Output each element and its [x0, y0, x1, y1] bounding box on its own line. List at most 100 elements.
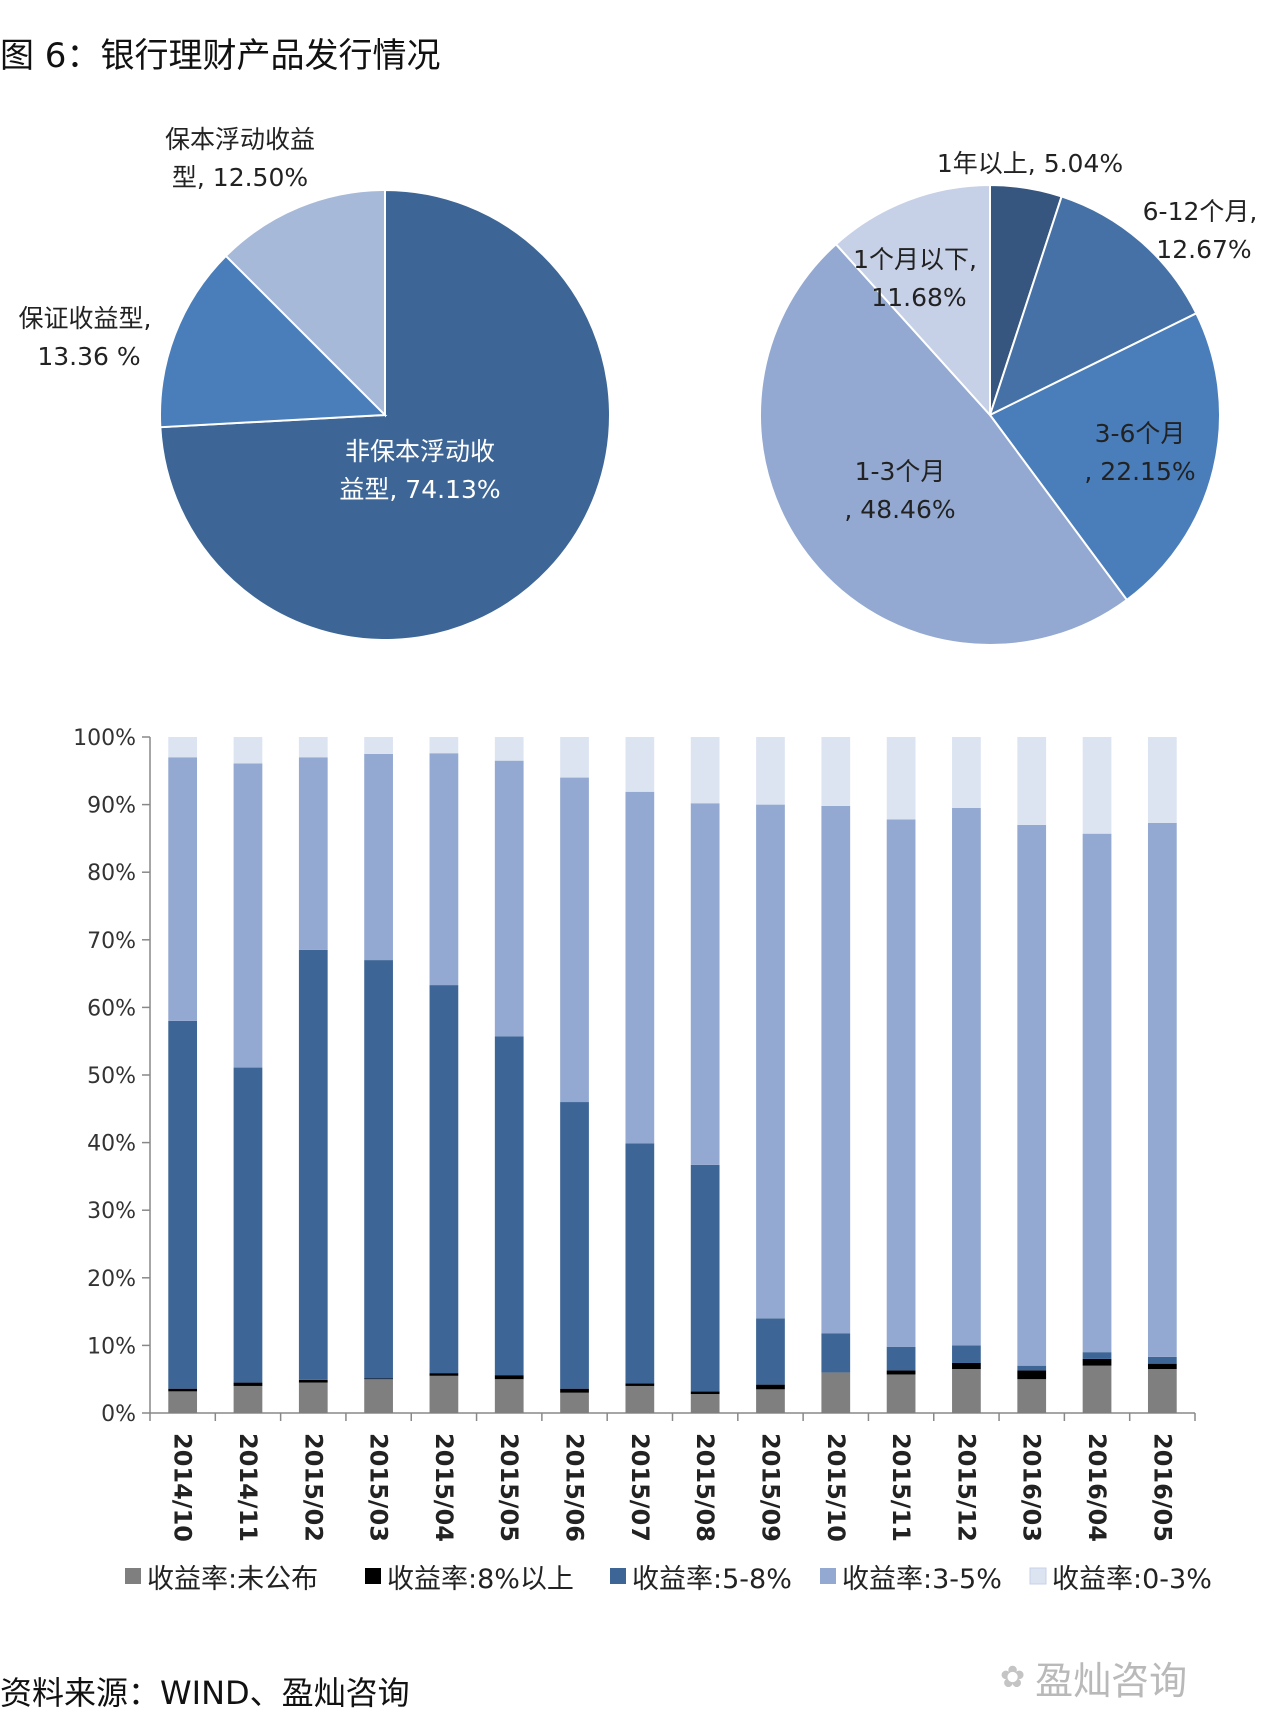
bar-segment	[1147, 822, 1177, 1357]
bar-segment	[886, 819, 916, 1347]
bar-segment	[298, 1379, 328, 1383]
pie-slice-label: 1-3个月, 48.46%	[844, 457, 955, 524]
bar-segment	[756, 1384, 785, 1390]
bar-segment	[429, 985, 459, 1374]
bar-segment	[168, 1391, 198, 1413]
bar-segment	[952, 807, 981, 1346]
pie-slice	[988, 195, 1198, 417]
bar-segment	[821, 805, 851, 1334]
bar-segment	[494, 1036, 524, 1376]
pie-slice	[759, 242, 1129, 646]
legend-label: 收益率:3-5%	[842, 1564, 1002, 1595]
bar-segment	[429, 737, 459, 754]
bar-segment	[364, 1379, 393, 1413]
bar-segment	[690, 1391, 720, 1395]
x-tick-label: 2014/11	[234, 1433, 262, 1542]
watermark: ✿ 盈灿咨询	[1000, 1650, 1187, 1705]
bar-segment	[429, 753, 459, 986]
bar-segment	[494, 1379, 524, 1413]
bar-segment	[756, 1318, 785, 1385]
bar-segment	[625, 1143, 655, 1384]
bar-segment	[821, 1372, 851, 1413]
bar-segment	[690, 1394, 720, 1413]
source-note: 资料来源：WIND、盈灿咨询	[0, 1674, 410, 1712]
x-tick-label: 2015/07	[626, 1433, 654, 1542]
bar-segment	[756, 737, 785, 805]
x-tick-label: 2015/05	[495, 1433, 523, 1542]
bar-segment	[1017, 1379, 1047, 1413]
y-tick-label: 100%	[73, 726, 136, 751]
bar-segment	[1082, 1358, 1112, 1366]
bar-segment	[233, 737, 263, 764]
pie-slice	[834, 183, 991, 418]
legend-swatch	[365, 1568, 381, 1584]
bar-segment	[494, 737, 524, 761]
x-tick-label: 2015/10	[822, 1433, 850, 1542]
bar-segment	[494, 1375, 524, 1380]
legend-swatch	[1029, 1567, 1047, 1585]
bar-segment	[429, 1375, 459, 1413]
pie-slice-label: 6-12个月, 12.67%	[1143, 197, 1258, 264]
bar-segment	[952, 1369, 981, 1413]
bar-segment	[1017, 1370, 1047, 1380]
bar-segment	[168, 757, 198, 1021]
x-tick-label: 2016/05	[1148, 1433, 1176, 1542]
bar-segment	[298, 949, 328, 1380]
y-tick-label: 70%	[87, 929, 136, 954]
y-tick-label: 80%	[87, 861, 136, 886]
y-tick-label: 50%	[87, 1064, 136, 1089]
bar-segment	[168, 1388, 198, 1392]
y-tick-label: 40%	[87, 1132, 136, 1157]
bar-segment	[1147, 1356, 1177, 1364]
bar-segment	[298, 757, 328, 950]
bar-segment	[1082, 737, 1112, 834]
pie-slice	[988, 311, 1221, 602]
x-tick-label: 2015/06	[561, 1433, 589, 1542]
bar-segment	[168, 1020, 198, 1389]
bar-segment	[1017, 824, 1047, 1366]
bar-segment	[886, 1370, 916, 1375]
bar-segment	[952, 737, 981, 808]
bar-segment	[756, 1389, 785, 1413]
bar-segment	[625, 1385, 655, 1413]
bar-segment	[364, 960, 393, 1379]
bar-segment	[364, 737, 393, 754]
bar-segment	[298, 1382, 328, 1413]
pie-slice	[224, 188, 386, 418]
y-tick-label: 10%	[87, 1334, 136, 1359]
bar-segment	[886, 737, 916, 820]
bar-segment	[1082, 833, 1112, 1353]
x-tick-label: 2015/12	[952, 1433, 980, 1542]
x-tick-label: 2015/02	[299, 1433, 327, 1542]
bar-segment	[1147, 1363, 1177, 1370]
bar-segment	[952, 1362, 981, 1370]
pie-chart-product-type: 非保本浮动收益型, 74.13% 保证收益型, 13.36 % 保本浮动收益型, 1…	[19, 125, 611, 641]
x-tick-label: 2015/03	[365, 1433, 393, 1542]
y-tick-label: 0%	[101, 1402, 136, 1427]
watermark-text: 盈灿咨询	[1035, 1659, 1188, 1703]
bar-segment	[1082, 1365, 1112, 1413]
bar-segment	[168, 737, 198, 758]
bar-segment	[886, 1346, 916, 1371]
pie-slice	[159, 254, 388, 429]
bar-segment	[1017, 1365, 1047, 1371]
bar-segment	[364, 1378, 393, 1380]
bar-segment	[560, 1102, 589, 1389]
bar-segment	[364, 753, 393, 961]
bar-segment	[1082, 1352, 1112, 1359]
x-tick-label: 2016/03	[1018, 1433, 1046, 1542]
x-tick-label: 2016/04	[1083, 1433, 1111, 1542]
bar-segment	[690, 803, 720, 1165]
pie-slice-label: 1年以上, 5.04%	[937, 149, 1123, 178]
legend-label: 收益率:0-3%	[1052, 1564, 1212, 1595]
x-tick-label: 2015/09	[756, 1433, 784, 1542]
bar-segment	[756, 804, 785, 1319]
wechat-icon: ✿	[1000, 1660, 1026, 1695]
bar-segment	[625, 791, 655, 1144]
bar-segment	[560, 1388, 589, 1393]
bar-segment	[821, 737, 851, 806]
bar-segment	[429, 1373, 459, 1376]
figure-title: 图 6：银行理财产品发行情况	[0, 36, 441, 76]
bar-segment	[560, 777, 589, 1103]
